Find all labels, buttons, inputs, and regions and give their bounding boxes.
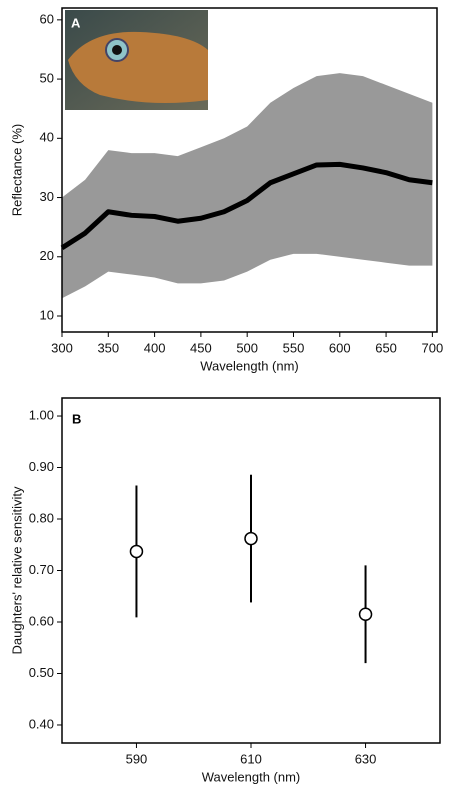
y-tick-label: 50: [40, 71, 54, 86]
fish-body: [68, 31, 208, 104]
x-axis-label: Wavelength (nm): [200, 358, 299, 373]
y-tick-label: 0.60: [29, 613, 54, 628]
point: [358, 607, 373, 622]
fish-pupil: [112, 45, 122, 55]
y-tick-label: 20: [40, 248, 54, 263]
y-tick-label: 0.40: [29, 716, 54, 731]
point: [129, 544, 144, 559]
panel-label: B: [72, 411, 81, 426]
y-tick-label: 0.50: [29, 665, 54, 680]
y-axis-label: Reflectance (%): [9, 124, 24, 216]
x-tick-label: 590: [126, 751, 148, 766]
x-tick-label: 550: [283, 340, 305, 355]
y-tick-label: 1.00: [29, 407, 54, 422]
y-tick-label: 0.70: [29, 562, 54, 577]
mean-line: [60, 161, 433, 250]
y-tick-label: 30: [40, 189, 54, 204]
x-tick-label: 300: [51, 340, 73, 355]
x-tick-label: 350: [97, 340, 119, 355]
panel-label: A: [71, 15, 81, 30]
x-tick-label: 630: [355, 751, 377, 766]
x-tick-label: 450: [190, 340, 212, 355]
x-tick-label: 700: [422, 340, 444, 355]
x-axis-label: Wavelength (nm): [202, 769, 301, 784]
y-tick-label: 40: [40, 130, 54, 145]
x-tick-label: 400: [144, 340, 166, 355]
y-tick-label: 0.80: [29, 510, 54, 525]
x-tick-label: 610: [240, 751, 262, 766]
band: [62, 73, 433, 299]
x-tick-label: 600: [329, 340, 351, 355]
y-tick-label: 0.90: [29, 459, 54, 474]
y-tick-label: 10: [40, 307, 54, 322]
plot-frame: [61, 7, 438, 333]
y-tick-label: 60: [40, 11, 54, 26]
x-tick-label: 500: [236, 340, 258, 355]
x-tick-label: 650: [375, 340, 397, 355]
point: [244, 531, 258, 546]
y-axis-label: Daughters' relative sensitivity: [9, 486, 24, 654]
